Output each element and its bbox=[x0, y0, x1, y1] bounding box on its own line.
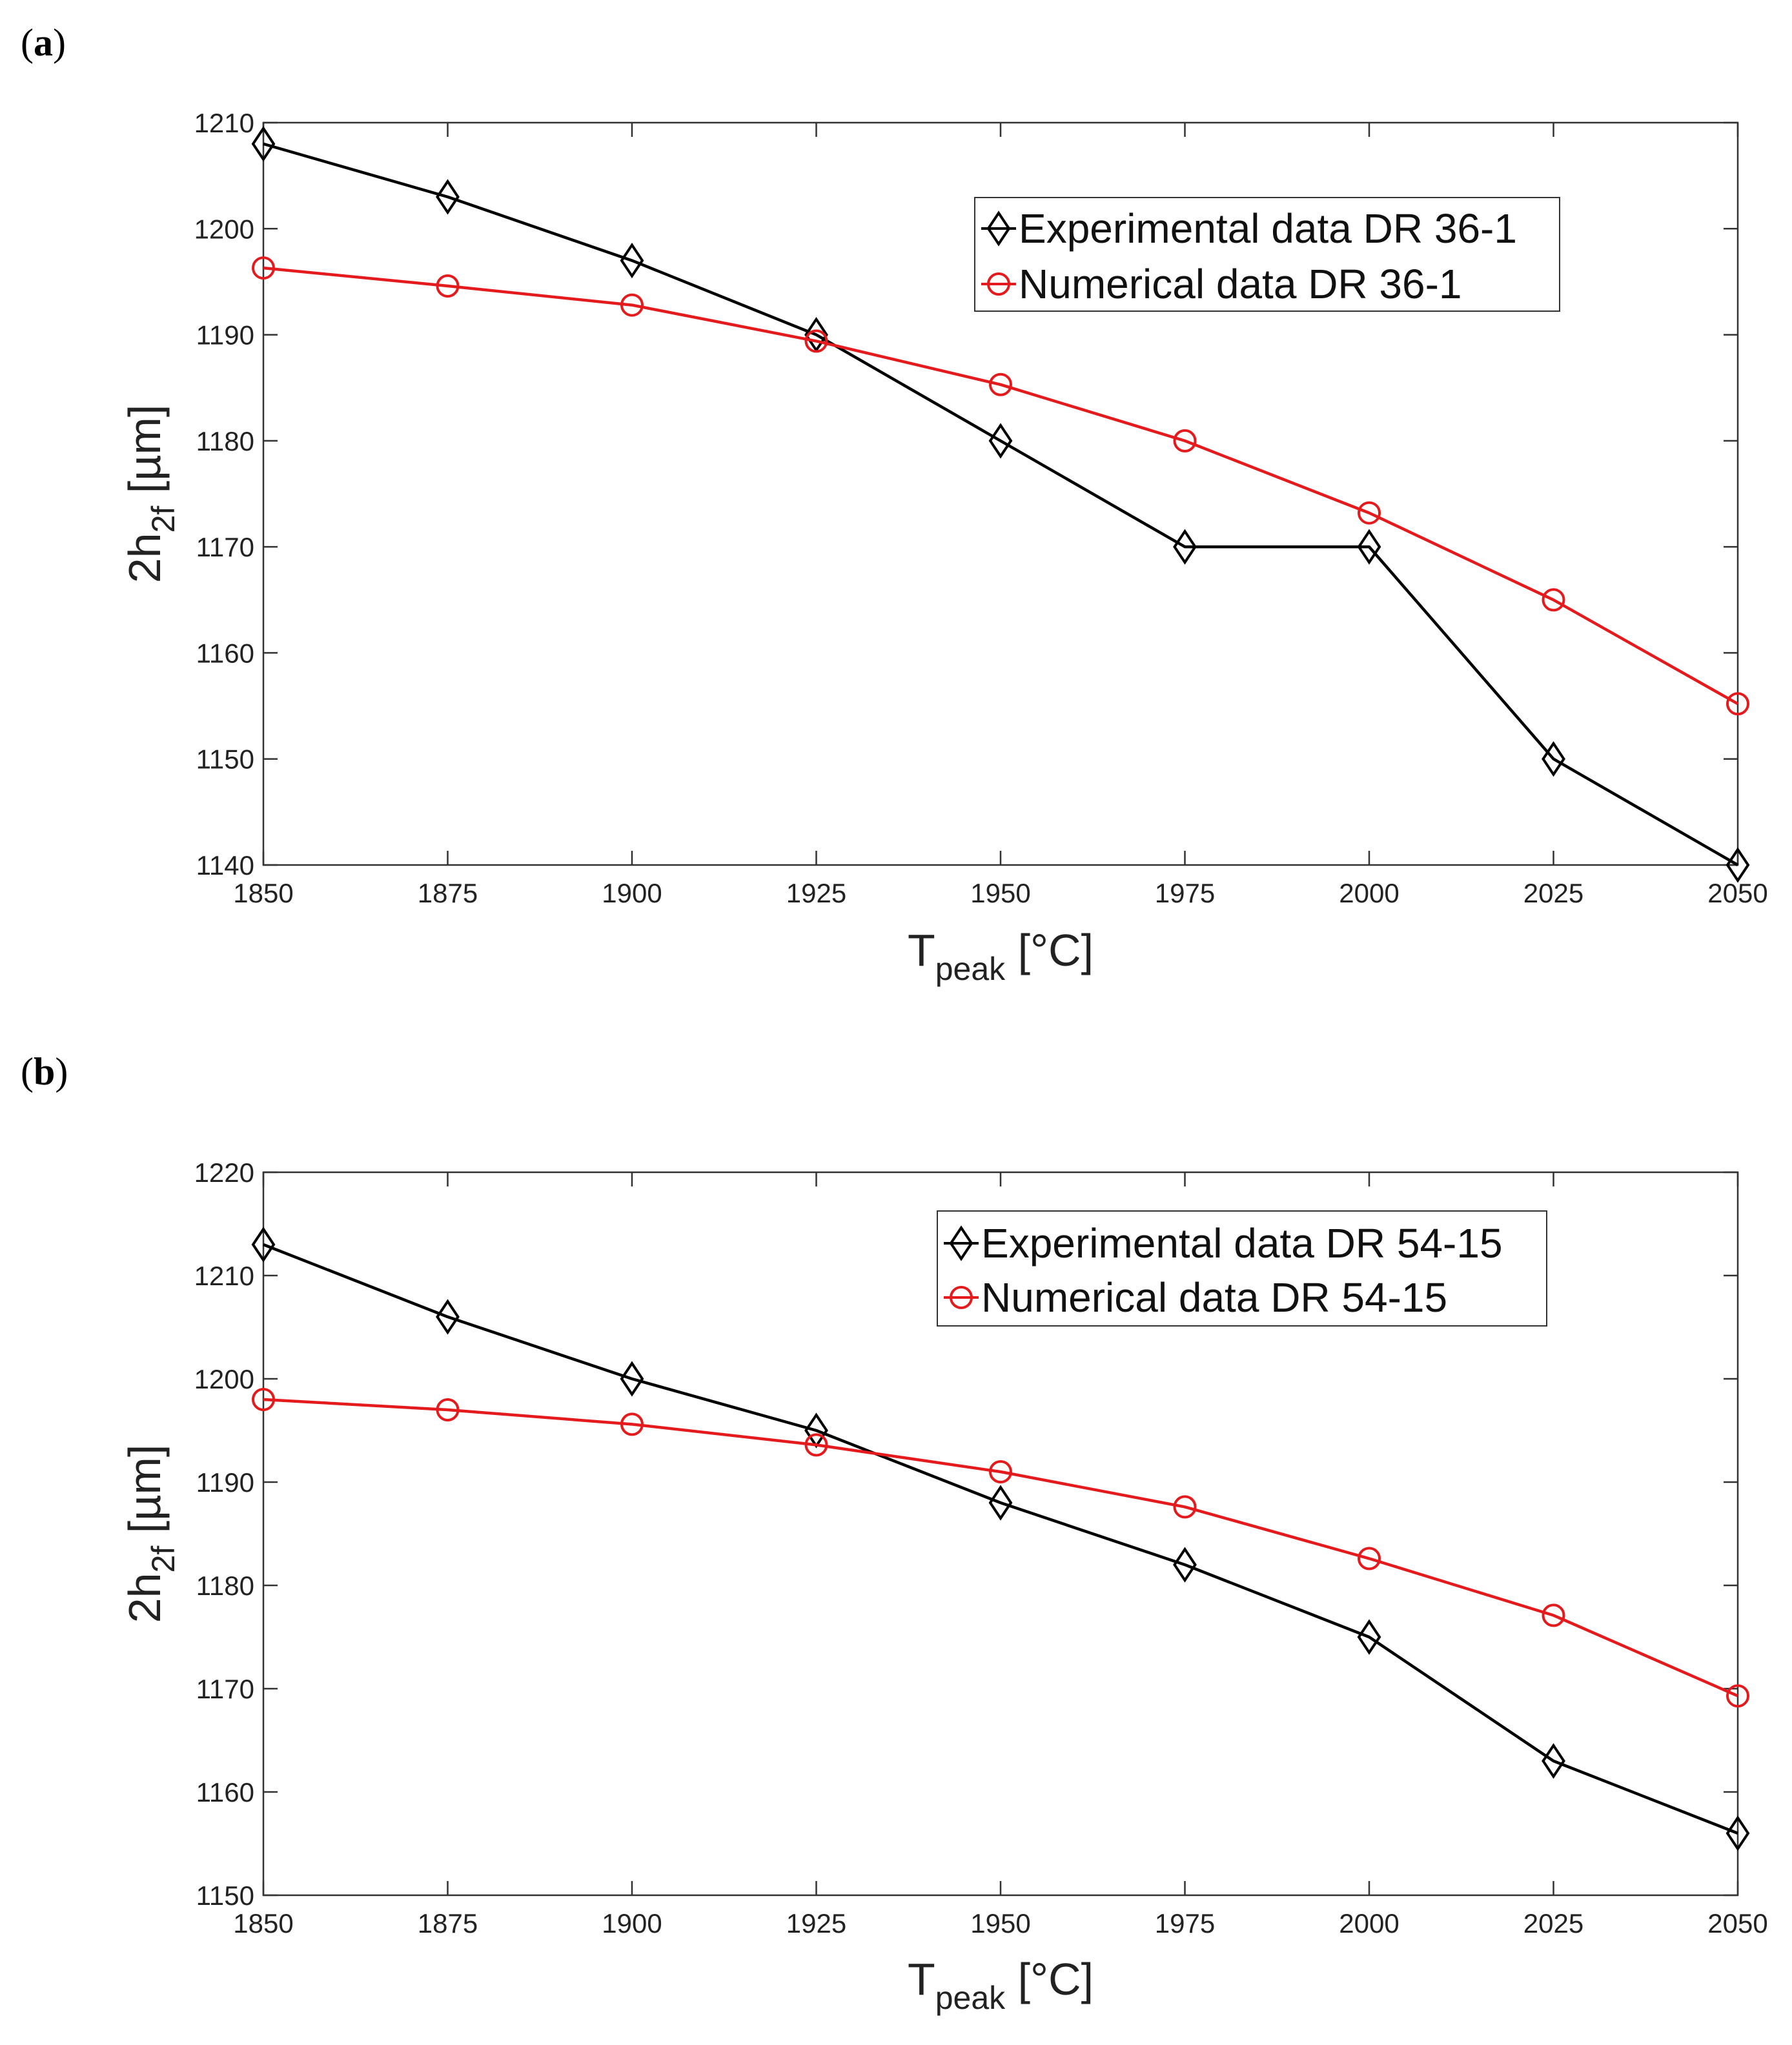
data-point-numerical-b bbox=[252, 1388, 275, 1411]
y-tick-label-a: 1200 bbox=[194, 214, 254, 244]
y-tick-label-b: 1180 bbox=[196, 1571, 254, 1601]
series-line-numerical-a bbox=[263, 266, 1739, 706]
y-tick-label-a: 1180 bbox=[196, 426, 254, 456]
data-point-experimental-a bbox=[1357, 529, 1381, 565]
x-tick-label-a: 2025 bbox=[1523, 878, 1583, 908]
data-point-numerical-b bbox=[804, 1433, 828, 1457]
legend-marker-numerical-a bbox=[987, 272, 1010, 296]
y-tick-label-a: 1170 bbox=[196, 532, 254, 562]
data-point-numerical-a bbox=[1726, 692, 1749, 716]
legend-marker-numerical-b bbox=[950, 1286, 973, 1309]
legend-b: Experimental data DR 54-15 Numerical dat… bbox=[937, 1210, 1547, 1327]
legend-marker-experimental-b bbox=[949, 1225, 973, 1261]
data-point-numerical-b bbox=[436, 1398, 460, 1421]
data-point-numerical-a bbox=[989, 372, 1012, 396]
y-tick-label-a: 1150 bbox=[196, 744, 254, 775]
data-point-numerical-b bbox=[989, 1460, 1012, 1483]
chart-panel-a: (a) 1850 1875 1900 1925 1950 1975 2000 2025 2050… bbox=[21, 21, 1768, 987]
data-point-experimental-b bbox=[251, 1226, 276, 1263]
y-tick-label-a: 1190 bbox=[196, 320, 254, 351]
x-tick-label-b: 1975 bbox=[1155, 1908, 1215, 1938]
data-point-experimental-a bbox=[620, 242, 644, 279]
y-axis-b: 1150 1160 1170 1180 1190 1200 1210 1220 bbox=[194, 1157, 1738, 1911]
x-axis-b: 1850 1875 1900 1925 1950 1975 2000 2025 2050 bbox=[233, 1172, 1768, 1938]
y-tick-label-b: 1150 bbox=[196, 1880, 254, 1911]
data-point-numerical-a bbox=[1358, 501, 1381, 525]
data-point-experimental-a bbox=[1542, 741, 1565, 777]
x-tick-label-b: 1925 bbox=[786, 1908, 846, 1938]
data-point-numerical-b bbox=[1726, 1684, 1749, 1708]
x-tick-label-b: 1900 bbox=[602, 1908, 662, 1938]
x-tick-label-a: 1900 bbox=[602, 878, 662, 908]
x-tick-label-b: 1950 bbox=[970, 1908, 1030, 1938]
legend-label-experimental-b: Experimental data DR 54-15 bbox=[981, 1220, 1503, 1267]
data-point-experimental-a bbox=[436, 179, 460, 215]
x-tick-label-a: 1950 bbox=[970, 878, 1030, 908]
y-axis-label-a: 2h2f [µm] bbox=[119, 405, 181, 584]
x-tick-label-a: 1875 bbox=[418, 878, 478, 908]
y-tick-label-a: 1210 bbox=[194, 108, 254, 138]
series-line-numerical-b bbox=[263, 1398, 1738, 1698]
x-axis-a: 1850 1875 1900 1925 1950 1975 2000 2025 2050 bbox=[233, 123, 1768, 908]
data-point-numerical-a bbox=[620, 293, 644, 317]
data-point-experimental-a bbox=[988, 423, 1013, 459]
data-point-experimental-a bbox=[1173, 529, 1197, 565]
y-axis-label-b: 2h2f [µm] bbox=[119, 1445, 181, 1623]
legend-box-b bbox=[937, 1210, 1547, 1327]
y-tick-label-b: 1200 bbox=[194, 1364, 254, 1394]
series-line-experimental-b bbox=[263, 1243, 1738, 1835]
x-axis-label-a: Tpeak [°C] bbox=[908, 925, 1094, 987]
legend-marker-experimental-a bbox=[986, 210, 1011, 247]
x-tick-label-a: 2050 bbox=[1707, 878, 1767, 908]
y-tick-label-b: 1190 bbox=[196, 1467, 254, 1498]
y-axis-a: 1140 1150 1160 1170 1180 1190 1200 1210 bbox=[194, 108, 1738, 880]
series-layer-a bbox=[251, 126, 1750, 883]
x-tick-label-a: 2000 bbox=[1339, 878, 1399, 908]
data-point-experimental-b bbox=[1173, 1547, 1197, 1583]
x-tick-label-b: 1875 bbox=[418, 1908, 478, 1938]
data-point-experimental-b bbox=[1542, 1743, 1565, 1779]
data-point-experimental-a bbox=[251, 126, 276, 162]
x-tick-label-b: 1850 bbox=[233, 1908, 293, 1938]
legend-a: Experimental data DR 36-1 Numerical data… bbox=[974, 197, 1560, 312]
x-tick-label-a: 1925 bbox=[786, 878, 846, 908]
data-point-numerical-a bbox=[252, 256, 275, 280]
data-point-numerical-b bbox=[1173, 1495, 1197, 1519]
y-tick-label-a: 1140 bbox=[196, 850, 254, 880]
legend-label-numerical-b: Numerical data DR 54-15 bbox=[981, 1274, 1447, 1321]
data-point-experimental-a bbox=[1726, 847, 1750, 883]
data-point-experimental-b bbox=[620, 1361, 644, 1397]
x-tick-label-a: 1850 bbox=[233, 878, 293, 908]
x-tick-label-b: 2000 bbox=[1339, 1908, 1399, 1938]
y-tick-label-a: 1160 bbox=[196, 638, 254, 668]
panel-label-b: (b) bbox=[21, 1050, 68, 1093]
data-point-numerical-b bbox=[620, 1412, 644, 1436]
y-tick-label-b: 1210 bbox=[194, 1261, 254, 1291]
data-point-numerical-b bbox=[1358, 1547, 1381, 1571]
x-tick-label-a: 1975 bbox=[1155, 878, 1215, 908]
chart-panel-b: (b) 1850 1875 1900 1925 1950 1975 2000 2025 2050… bbox=[21, 1050, 1768, 2016]
data-point-experimental-b bbox=[436, 1299, 460, 1335]
y-tick-label-b: 1160 bbox=[196, 1777, 254, 1807]
x-tick-label-b: 2025 bbox=[1523, 1908, 1583, 1938]
data-point-numerical-b bbox=[1542, 1603, 1565, 1627]
x-axis-label-b: Tpeak [°C] bbox=[908, 1954, 1094, 2016]
series-line-experimental-a bbox=[263, 142, 1739, 866]
data-point-numerical-a bbox=[1173, 429, 1197, 453]
y-tick-label-b: 1170 bbox=[196, 1674, 254, 1704]
data-point-experimental-b bbox=[1726, 1815, 1750, 1851]
data-point-numerical-a bbox=[1542, 588, 1565, 612]
series-layer-b bbox=[251, 1226, 1750, 1851]
legend-box-a bbox=[974, 197, 1560, 312]
y-tick-label-b: 1220 bbox=[194, 1157, 254, 1188]
data-point-experimental-b bbox=[988, 1485, 1013, 1521]
legend-label-experimental-a: Experimental data DR 36-1 bbox=[1019, 205, 1517, 252]
data-point-experimental-b bbox=[1357, 1619, 1381, 1655]
data-point-numerical-a bbox=[804, 329, 828, 353]
x-tick-label-b: 2050 bbox=[1707, 1908, 1767, 1938]
data-point-numerical-a bbox=[436, 274, 460, 298]
legend-label-numerical-a: Numerical data DR 36-1 bbox=[1019, 261, 1462, 307]
panel-label-a: (a) bbox=[21, 21, 66, 64]
